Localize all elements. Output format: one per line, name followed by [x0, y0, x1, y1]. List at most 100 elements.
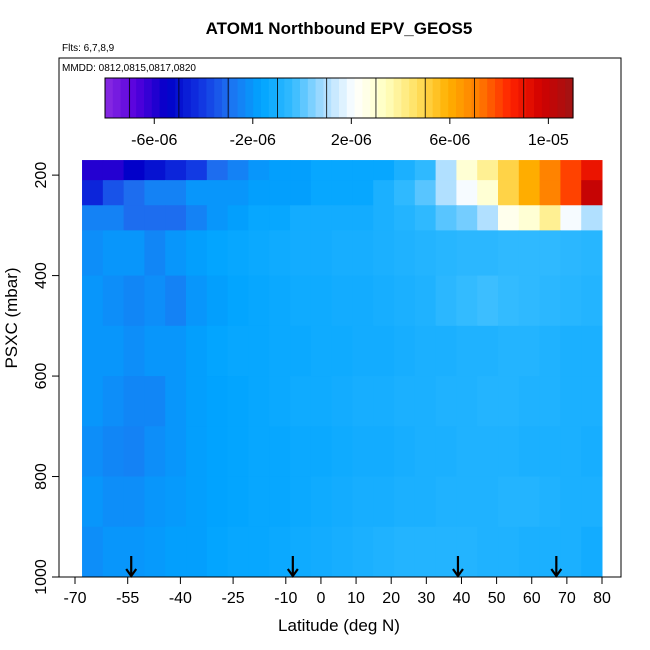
profile-arrow-head [286, 568, 299, 578]
heatmap-cell [394, 325, 416, 377]
heatmap-cell [102, 180, 125, 206]
heatmap-cell [290, 180, 312, 206]
heatmap-cell [206, 526, 229, 578]
colorbar-swatch [448, 78, 457, 118]
heatmap-cell [269, 526, 291, 578]
heatmap-cell [477, 325, 499, 377]
colorbar-swatch [541, 78, 551, 118]
colorbar-swatch [518, 78, 527, 118]
colorbar-swatch [370, 78, 379, 118]
heatmap-cell [560, 426, 582, 478]
heatmap-cell [248, 325, 270, 377]
heatmap-cell [539, 205, 561, 231]
colorbar-swatch [393, 78, 402, 118]
heatmap-cell [102, 205, 125, 231]
heatmap-cell [414, 376, 437, 427]
heatmap-cell [310, 205, 333, 231]
heatmap-cell [477, 160, 499, 181]
heatmap-cell [352, 325, 374, 377]
heatmap-cell [331, 376, 353, 427]
heatmap-cell [518, 230, 541, 277]
heatmap-cell [352, 275, 374, 327]
colorbar-swatch [339, 78, 348, 118]
heatmap-cell [456, 275, 478, 327]
heatmap-cell [227, 325, 249, 377]
colorbar-swatch [432, 78, 441, 118]
heatmap-cell [498, 230, 520, 277]
heatmap-cell [102, 325, 125, 377]
heatmap-cell [435, 230, 457, 277]
heatmap-cell [123, 180, 145, 206]
heatmap-cell [394, 275, 416, 327]
heatmap-cell [310, 180, 333, 206]
heatmap-cell [269, 230, 291, 277]
heatmap-cell [186, 230, 208, 277]
colorbar-swatch [510, 78, 519, 118]
heatmap-cell [518, 376, 541, 427]
heatmap-cell [477, 476, 499, 528]
heatmap-cell [82, 325, 104, 377]
heatmap-cell [310, 160, 333, 181]
colorbar-tick-label: -6e-06 [131, 132, 177, 149]
heatmap-cell [82, 180, 104, 206]
heatmap-cell [414, 476, 437, 528]
heatmap-cell [581, 205, 603, 231]
colorbar-swatch [136, 78, 145, 118]
heatmap-cell [206, 376, 229, 427]
heatmap-cell [310, 426, 333, 478]
colorbar-swatch [198, 78, 207, 118]
heatmap-cell [539, 476, 561, 528]
heatmap-cell [165, 426, 187, 478]
heatmap-cell [102, 526, 125, 578]
colorbar-swatch [276, 78, 285, 118]
heatmap-cell [227, 376, 249, 427]
colorbar-tick-label: -2e-06 [230, 132, 276, 149]
heatmap-cells [82, 160, 603, 578]
heatmap-cell [394, 205, 416, 231]
heatmap-cell [539, 230, 561, 277]
colorbar-swatch [292, 78, 301, 118]
heatmap-cell [123, 230, 145, 277]
heatmap-cell [310, 376, 333, 427]
colorbar-swatch [268, 78, 278, 118]
heatmap-cell [227, 160, 249, 181]
heatmap-cell [394, 160, 416, 181]
heatmap-cell [310, 476, 333, 528]
heatmap-cell [144, 180, 166, 206]
x-tick-label: 50 [488, 590, 506, 607]
colorbar-swatch [401, 78, 410, 118]
heatmap-cell [186, 180, 208, 206]
heatmap-cell [290, 325, 312, 377]
heatmap-cell [206, 476, 229, 528]
heatmap-cell [144, 476, 166, 528]
heatmap-cell [165, 526, 187, 578]
heatmap-cell [144, 275, 166, 327]
heatmap-cell [331, 526, 353, 578]
heatmap-cell [331, 325, 353, 377]
colorbar-swatch [456, 78, 465, 118]
colorbar-swatch [159, 78, 168, 118]
heatmap-cell [206, 325, 229, 377]
colorbar-swatch [284, 78, 293, 118]
heatmap-cell [352, 230, 374, 277]
heatmap-cell [560, 230, 582, 277]
heatmap-cell [373, 526, 395, 578]
heatmap-cell [331, 275, 353, 327]
heatmap-cell [310, 275, 333, 327]
heatmap-cell [290, 205, 312, 231]
heatmap-cell [331, 476, 353, 528]
heatmap-cell [581, 180, 603, 206]
heatmap-cell [269, 476, 291, 528]
heatmap-cell [269, 275, 291, 327]
heatmap-cell [186, 160, 208, 181]
colorbar-swatch [206, 78, 215, 118]
flights-subtitle: Flts: 6,7,8,9 [62, 43, 115, 54]
colorbar-swatch [300, 78, 309, 118]
heatmap-cell [518, 180, 541, 206]
heatmap-cell [123, 526, 145, 578]
heatmap-cell [165, 476, 187, 528]
heatmap-cell [560, 325, 582, 377]
heatmap-cell [518, 205, 541, 231]
heatmap-cell [414, 426, 437, 478]
x-tick-label: 70 [558, 590, 576, 607]
